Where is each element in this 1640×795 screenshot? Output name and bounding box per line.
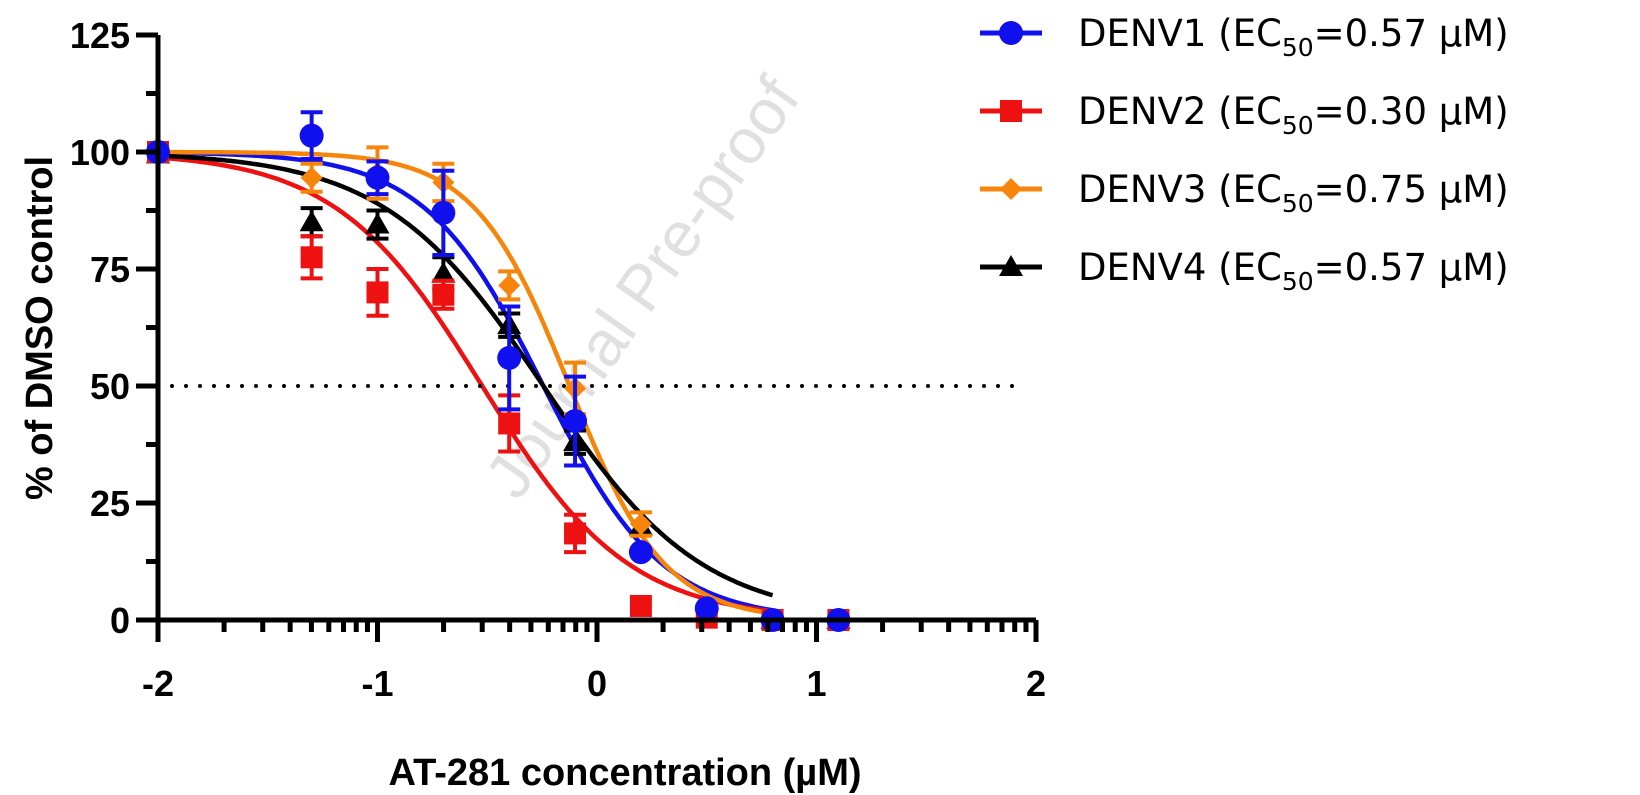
fit-curves (157, 149, 774, 616)
data-point (365, 165, 390, 190)
legend-label-main: DENV2 (EC (1078, 90, 1282, 133)
y-tick-label: 125 (70, 15, 130, 56)
legend-marker (999, 255, 1023, 276)
fit-curve-denv2 (157, 155, 773, 614)
data-point (564, 522, 587, 545)
data-point (299, 210, 324, 232)
legend-label: DENV4 (EC50=0.57 µM) (1078, 246, 1509, 296)
legend-label-value: =0.57 µM) (1314, 12, 1509, 55)
x-tick-label: 1 (806, 663, 826, 704)
data-point (431, 200, 456, 225)
legend-label-main: DENV4 (EC (1078, 246, 1282, 289)
data-point (300, 246, 323, 269)
legend-label: DENV1 (EC50=0.57 µM) (1078, 12, 1509, 62)
x-axis-title: AT-281 concentration (µM) (388, 752, 861, 794)
y-tick-label: 100 (70, 132, 130, 173)
x-tick-label: 0 (587, 663, 607, 704)
x-tick-label: 2 (1026, 663, 1046, 704)
legend-item-denv2: DENV2 (EC50=0.30 µM) (980, 90, 1509, 140)
data-point (365, 212, 390, 234)
legend-marker (999, 21, 1023, 45)
data-point (432, 283, 455, 306)
legend-label: DENV2 (EC50=0.30 µM) (1078, 90, 1509, 140)
legend-label-subscript: 50 (1282, 267, 1314, 296)
legend-label-value: =0.30 µM) (1314, 90, 1509, 133)
data-point (694, 596, 719, 621)
legend-label: DENV3 (EC50=0.75 µM) (1078, 168, 1509, 218)
watermark: Journal Pre-proof (471, 64, 814, 511)
data-point (563, 409, 588, 434)
legend-label-value: =0.75 µM) (1314, 168, 1509, 211)
data-point (629, 513, 652, 536)
data-point (498, 412, 521, 435)
y-tick-label: 50 (90, 366, 130, 407)
y-axis-title: % of DMSO control (19, 156, 61, 500)
legend-marker (1000, 100, 1022, 122)
fit-curve-denv4 (157, 153, 774, 598)
y-tick-label: 75 (90, 249, 130, 290)
legend-label-main: DENV1 (EC (1078, 12, 1282, 55)
fit-curve-denv3 (158, 149, 773, 616)
data-point (497, 345, 522, 370)
legend-label-main: DENV3 (EC (1078, 168, 1282, 211)
series-denv1 (146, 110, 851, 632)
legend: DENV1 (EC50=0.57 µM)DENV2 (EC50=0.30 µM)… (980, 12, 1509, 296)
data-point (366, 281, 389, 304)
legend-item-denv1: DENV1 (EC50=0.57 µM) (980, 12, 1509, 62)
data-point (299, 123, 324, 148)
x-tick-label: -1 (361, 663, 393, 704)
axes: 0 25 50 75 100 125 -2 -1 0 1 2 (70, 15, 1046, 704)
legend-label-subscript: 50 (1282, 189, 1314, 218)
x-tick-label: -2 (142, 663, 174, 704)
legend-label-subscript: 50 (1282, 111, 1314, 140)
legend-item-denv3: DENV3 (EC50=0.75 µM) (980, 168, 1509, 218)
legend-label-value: =0.57 µM) (1314, 246, 1509, 289)
legend-marker (1000, 178, 1022, 200)
data-point (628, 540, 653, 565)
y-tick-label: 25 (90, 483, 130, 524)
data-point (300, 166, 323, 189)
legend-item-denv4: DENV4 (EC50=0.57 µM) (980, 246, 1509, 296)
y-tick-label: 0 (110, 600, 130, 641)
data-point (431, 261, 456, 283)
data-point (629, 594, 652, 617)
legend-label-subscript: 50 (1282, 33, 1314, 62)
data-point (498, 274, 521, 297)
